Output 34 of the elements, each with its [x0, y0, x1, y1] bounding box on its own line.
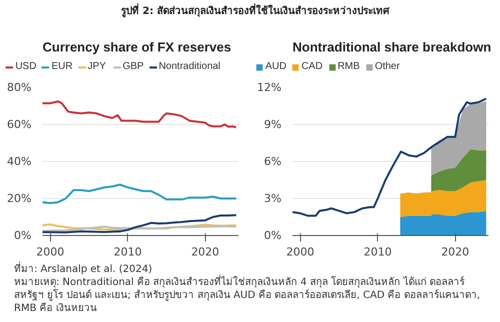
line-series [42, 184, 238, 204]
y-tick-label: 40% [7, 155, 32, 168]
y-tick-label: 0% [14, 229, 32, 242]
line-series [42, 214, 238, 234]
legend-label: USD [15, 61, 36, 72]
legend-label: GBP [122, 61, 144, 72]
x-tick-label: 2020 [191, 246, 220, 258]
x-tick-label: 2000 [36, 246, 64, 258]
x-tick-label: 2020 [441, 246, 470, 258]
x-tick-label: 2010 [364, 246, 392, 258]
y-tick-label: 3% [264, 192, 282, 205]
text: หมายเหตุ: Nontraditional คือ สกุลเงินสำรองที่ไม่ใช่สกุลเงินหลัก 4 สกุล โดยสกุลเงินหลัก ได้แก่ ดอลลาร์สหรัฐฯ ยูโร ปอนด์ และเยน; สำหรับรูปขวา สกุลเงิน AUD คือ ดอลลาร์ออสเตรเลีย, CAD คือ ดอลลาร์แคนาดา, RMB คือ เงินหยวน [14, 277, 480, 314]
line-series [42, 100, 238, 128]
legend-label: Nontraditional [158, 61, 220, 72]
x-tick-label: 2000 [286, 246, 314, 258]
y-tick-label: 9% [264, 118, 282, 131]
chart-title: Nontraditional share breakdown [292, 40, 492, 54]
legend-label: RMB [338, 61, 360, 72]
chart-title: Currency share of FX reserves [42, 40, 232, 54]
y-tick-label: 80% [7, 81, 32, 94]
text: รูปที่ 2: สัดส่วนสกุลเงินสำรองที่ใช้ในเงินสำรองระหว่างประเทศ [121, 5, 389, 20]
y-tick-label: 6% [264, 155, 282, 168]
y-tick-label: 60% [7, 118, 32, 131]
legend-label: EUR [51, 61, 73, 72]
legend-label: JPY [88, 61, 107, 72]
legend-label: AUD [265, 61, 286, 72]
x-tick-label: 2010 [114, 246, 142, 258]
y-tick-label: 12% [257, 81, 282, 94]
legend-label: Other [374, 61, 400, 72]
legend-label: CAD [301, 61, 323, 72]
y-tick-label: 20% [7, 192, 32, 205]
text: ที่มา: Arslanalp et al. (2024) [14, 264, 152, 275]
y-tick-label: 0% [264, 229, 282, 242]
line-series [292, 98, 488, 217]
